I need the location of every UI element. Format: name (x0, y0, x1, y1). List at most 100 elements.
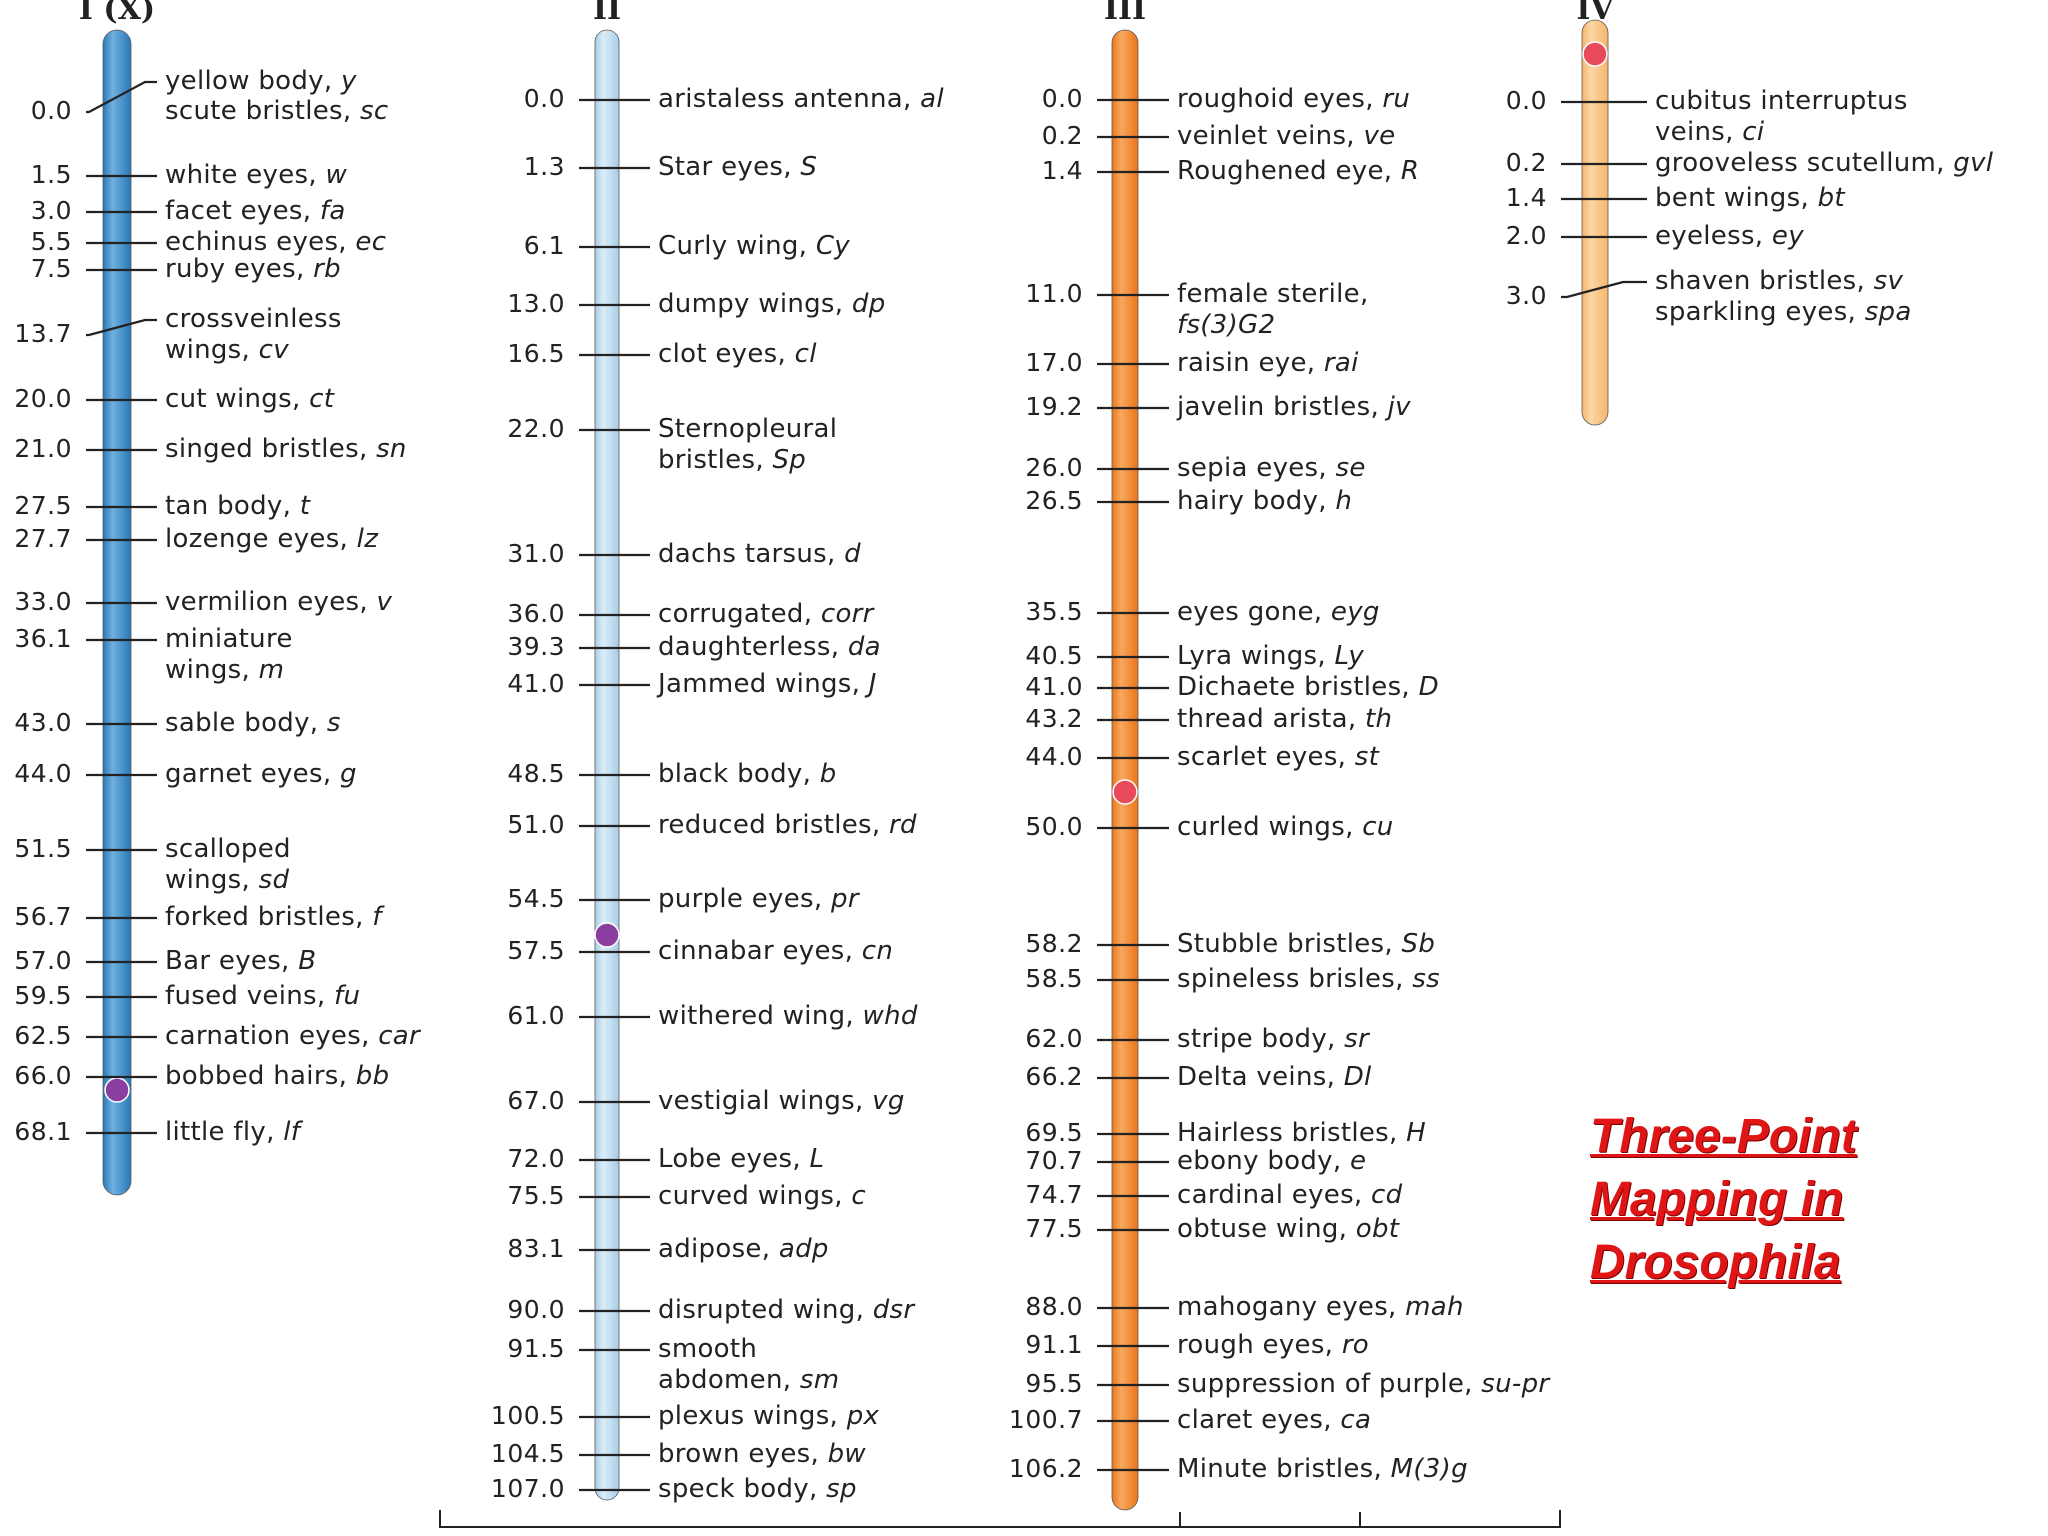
gene-name: vermilion eyes, (165, 587, 377, 617)
gene-label: echinus eyes, ec (165, 227, 386, 258)
gene-symbol: Sp (772, 445, 807, 475)
gene-name: fused veins, (165, 981, 335, 1011)
title-line-3: Drosophila (1590, 1236, 1841, 1289)
gene-label: raisin eye, rai (1177, 348, 1359, 379)
gene-position: 69.5 (1025, 1118, 1083, 1147)
gene-label: cinnabar eyes, cn (658, 936, 893, 967)
gene-name: eyeless, (1655, 221, 1772, 251)
gene-position: 50.0 (1025, 812, 1083, 841)
gene-position: 75.5 (507, 1181, 565, 1210)
gene-label: obtuse wing, obt (1177, 1214, 1399, 1245)
gene-name: reduced bristles, (658, 810, 890, 840)
gene-position: 68.1 (14, 1117, 72, 1146)
gene-position: 66.0 (14, 1061, 72, 1090)
gene-symbol: B (298, 946, 317, 976)
gene-label: carnation eyes, car (165, 1021, 420, 1052)
gene-position: 20.0 (14, 384, 72, 413)
gene-position: 41.0 (1025, 672, 1083, 701)
gene-name: Bar eyes, (165, 946, 299, 976)
gene-position: 26.5 (1025, 486, 1083, 515)
gene-symbol: px (846, 1401, 880, 1431)
gene-name: corrugated, (658, 599, 821, 629)
chromosome-label: III (1103, 0, 1147, 27)
gene-label: clot eyes, cl (658, 339, 817, 370)
gene-position: 91.5 (507, 1334, 565, 1363)
gene-position: 33.0 (14, 587, 72, 616)
gene-symbol: sd (258, 865, 290, 895)
gene-position: 27.5 (14, 491, 72, 520)
gene-name: Dichaete bristles, (1177, 672, 1419, 702)
gene-name: javelin bristles, (1177, 392, 1388, 422)
gene-position: 17.0 (1025, 348, 1083, 377)
gene-symbol: st (1354, 742, 1380, 772)
gene-symbol: ve (1363, 121, 1396, 151)
gene-name: clot eyes, (658, 339, 795, 369)
gene-label: Minute bristles, M(3)g (1177, 1454, 1468, 1485)
gene-symbol: fu (334, 981, 361, 1011)
gene-name: withered wing, (658, 1001, 863, 1031)
gene-position: 13.0 (507, 289, 565, 318)
gene-symbol: rb (313, 254, 341, 284)
gene-symbol: S (800, 152, 818, 182)
gene-label: ebony body, e (1177, 1146, 1366, 1177)
gene-name: shaven bristles, (1655, 266, 1874, 296)
gene-position: 36.0 (507, 599, 565, 628)
gene-label: cubitus interruptus veins, ci (1655, 86, 1908, 148)
gene-symbol: m (258, 655, 285, 685)
gene-symbol: lz (356, 524, 379, 554)
gene-symbol: bb (355, 1061, 390, 1091)
gene-label: corrugated, corr (658, 599, 874, 630)
gene-name-cont: bristles, (658, 445, 773, 475)
gene-position: 100.5 (490, 1401, 565, 1430)
gene-position: 106.2 (1008, 1454, 1083, 1483)
chromosome-2 (579, 29, 650, 1501)
gene-position: 62.5 (14, 1021, 72, 1050)
gene-symbol: e (1349, 1146, 1367, 1176)
centromere-icon (104, 1077, 130, 1103)
gene-position: 3.0 (1505, 281, 1547, 310)
gene-position: 0.2 (1505, 148, 1547, 177)
gene-symbol: cv (258, 335, 289, 365)
gene-label: crossveinless wings, cv (165, 304, 342, 366)
gene-label: roughoid eyes, ru (1177, 84, 1410, 115)
gene-position: 0.2 (1041, 121, 1083, 150)
gene-name: sepia eyes, (1177, 453, 1336, 483)
gene-name: cinnabar eyes, (658, 936, 862, 966)
gene-label: veinlet veins, ve (1177, 121, 1395, 152)
gene-position: 95.5 (1025, 1369, 1083, 1398)
gene-name: aristaless antenna, (658, 84, 921, 114)
gene-label: brown eyes, bw (658, 1439, 866, 1470)
gene-position: 44.0 (14, 759, 72, 788)
gene-name: Roughened eye, (1177, 156, 1401, 186)
gene-symbol: ec (355, 227, 387, 257)
gene-symbol: Dl (1343, 1062, 1372, 1092)
gene-position: 5.5 (30, 227, 72, 256)
gene-name: Star eyes, (658, 152, 801, 182)
gene-position: 70.7 (1025, 1146, 1083, 1175)
title-line-2: Mapping in (1590, 1173, 1844, 1226)
gene-symbol: th (1365, 704, 1393, 734)
gene-label: stripe body, sr (1177, 1024, 1369, 1055)
gene-position: 100.7 (1008, 1405, 1083, 1434)
gene-name: stripe body, (1177, 1024, 1345, 1054)
gene-symbol: fa (319, 196, 346, 226)
gene-label: singed bristles, sn (165, 434, 407, 465)
gene-position: 13.7 (14, 319, 72, 348)
gene-position: 56.7 (14, 902, 72, 931)
gene-position: 61.0 (507, 1001, 565, 1030)
gene-label: adipose, adp (658, 1234, 829, 1265)
figure-title: Three-Point Mapping in Drosophila (1590, 1105, 1930, 1294)
gene-name: smooth (658, 1334, 758, 1364)
gene-position: 6.1 (523, 231, 565, 260)
gene-position: 16.5 (507, 339, 565, 368)
gene-symbol: gvl (1953, 148, 1994, 178)
gene-symbol: bw (827, 1439, 866, 1469)
gene-position: 11.0 (1025, 279, 1083, 308)
gene-symbol: cd (1371, 1180, 1403, 1210)
gene-label: curled wings, cu (1177, 812, 1394, 843)
gene-name: ebony body, (1177, 1146, 1350, 1176)
gene-position: 0.0 (1041, 84, 1083, 113)
gene-label: little fly, lf (165, 1117, 300, 1148)
gene-name: Hairless bristles, (1177, 1118, 1407, 1148)
gene-label: cut wings, ct (165, 384, 334, 415)
